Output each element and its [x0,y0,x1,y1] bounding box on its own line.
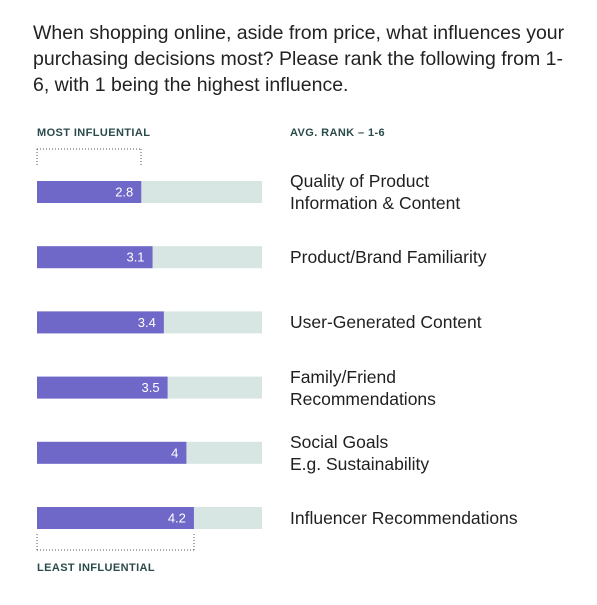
data-label: 4.2 [168,511,186,526]
data-label: 3.1 [126,250,144,265]
bar [37,441,187,464]
bar [37,376,168,399]
category-label: User-Generated Content [290,311,590,333]
category-label-line: Information & Content [290,193,461,213]
bar [37,311,164,334]
category-label-line: Product/Brand Familiarity [290,247,487,268]
category-label: Product/Brand Familiarity [290,246,590,268]
bar [37,507,194,529]
data-label: 3.4 [138,315,156,330]
category-label-line: Influencer Recommendations [290,508,518,528]
category-label: Quality of Product Information & Content [290,170,590,214]
most-influential-label: MOST INFLUENTIAL [37,127,151,139]
chart-title: When shopping online, aside from price, … [33,22,565,96]
data-label: 3.5 [142,380,160,395]
data-label: 2.8 [115,185,133,200]
data-label: 4 [171,445,178,460]
category-label: Family/Friend Recommendations [290,366,590,410]
category-label-line: Family/Friend [290,366,396,387]
avg-rank-header: AVG. RANK – 1-6 [290,127,386,139]
category-label: Social Goals E.g. Sustainability [290,431,590,475]
least-influential-label: LEAST INFLUENTIAL [37,562,156,574]
category-label-line: Recommendations [290,388,436,409]
bar [37,181,142,203]
bar [37,246,153,269]
category-label: Influencer Recommendations [290,507,590,529]
category-label-line: User-Generated Content [290,312,482,333]
category-label-line: Quality of Product [290,171,430,191]
category-label-line: Social Goals [290,431,389,452]
category-label-line: E.g. Sustainability [290,453,430,474]
